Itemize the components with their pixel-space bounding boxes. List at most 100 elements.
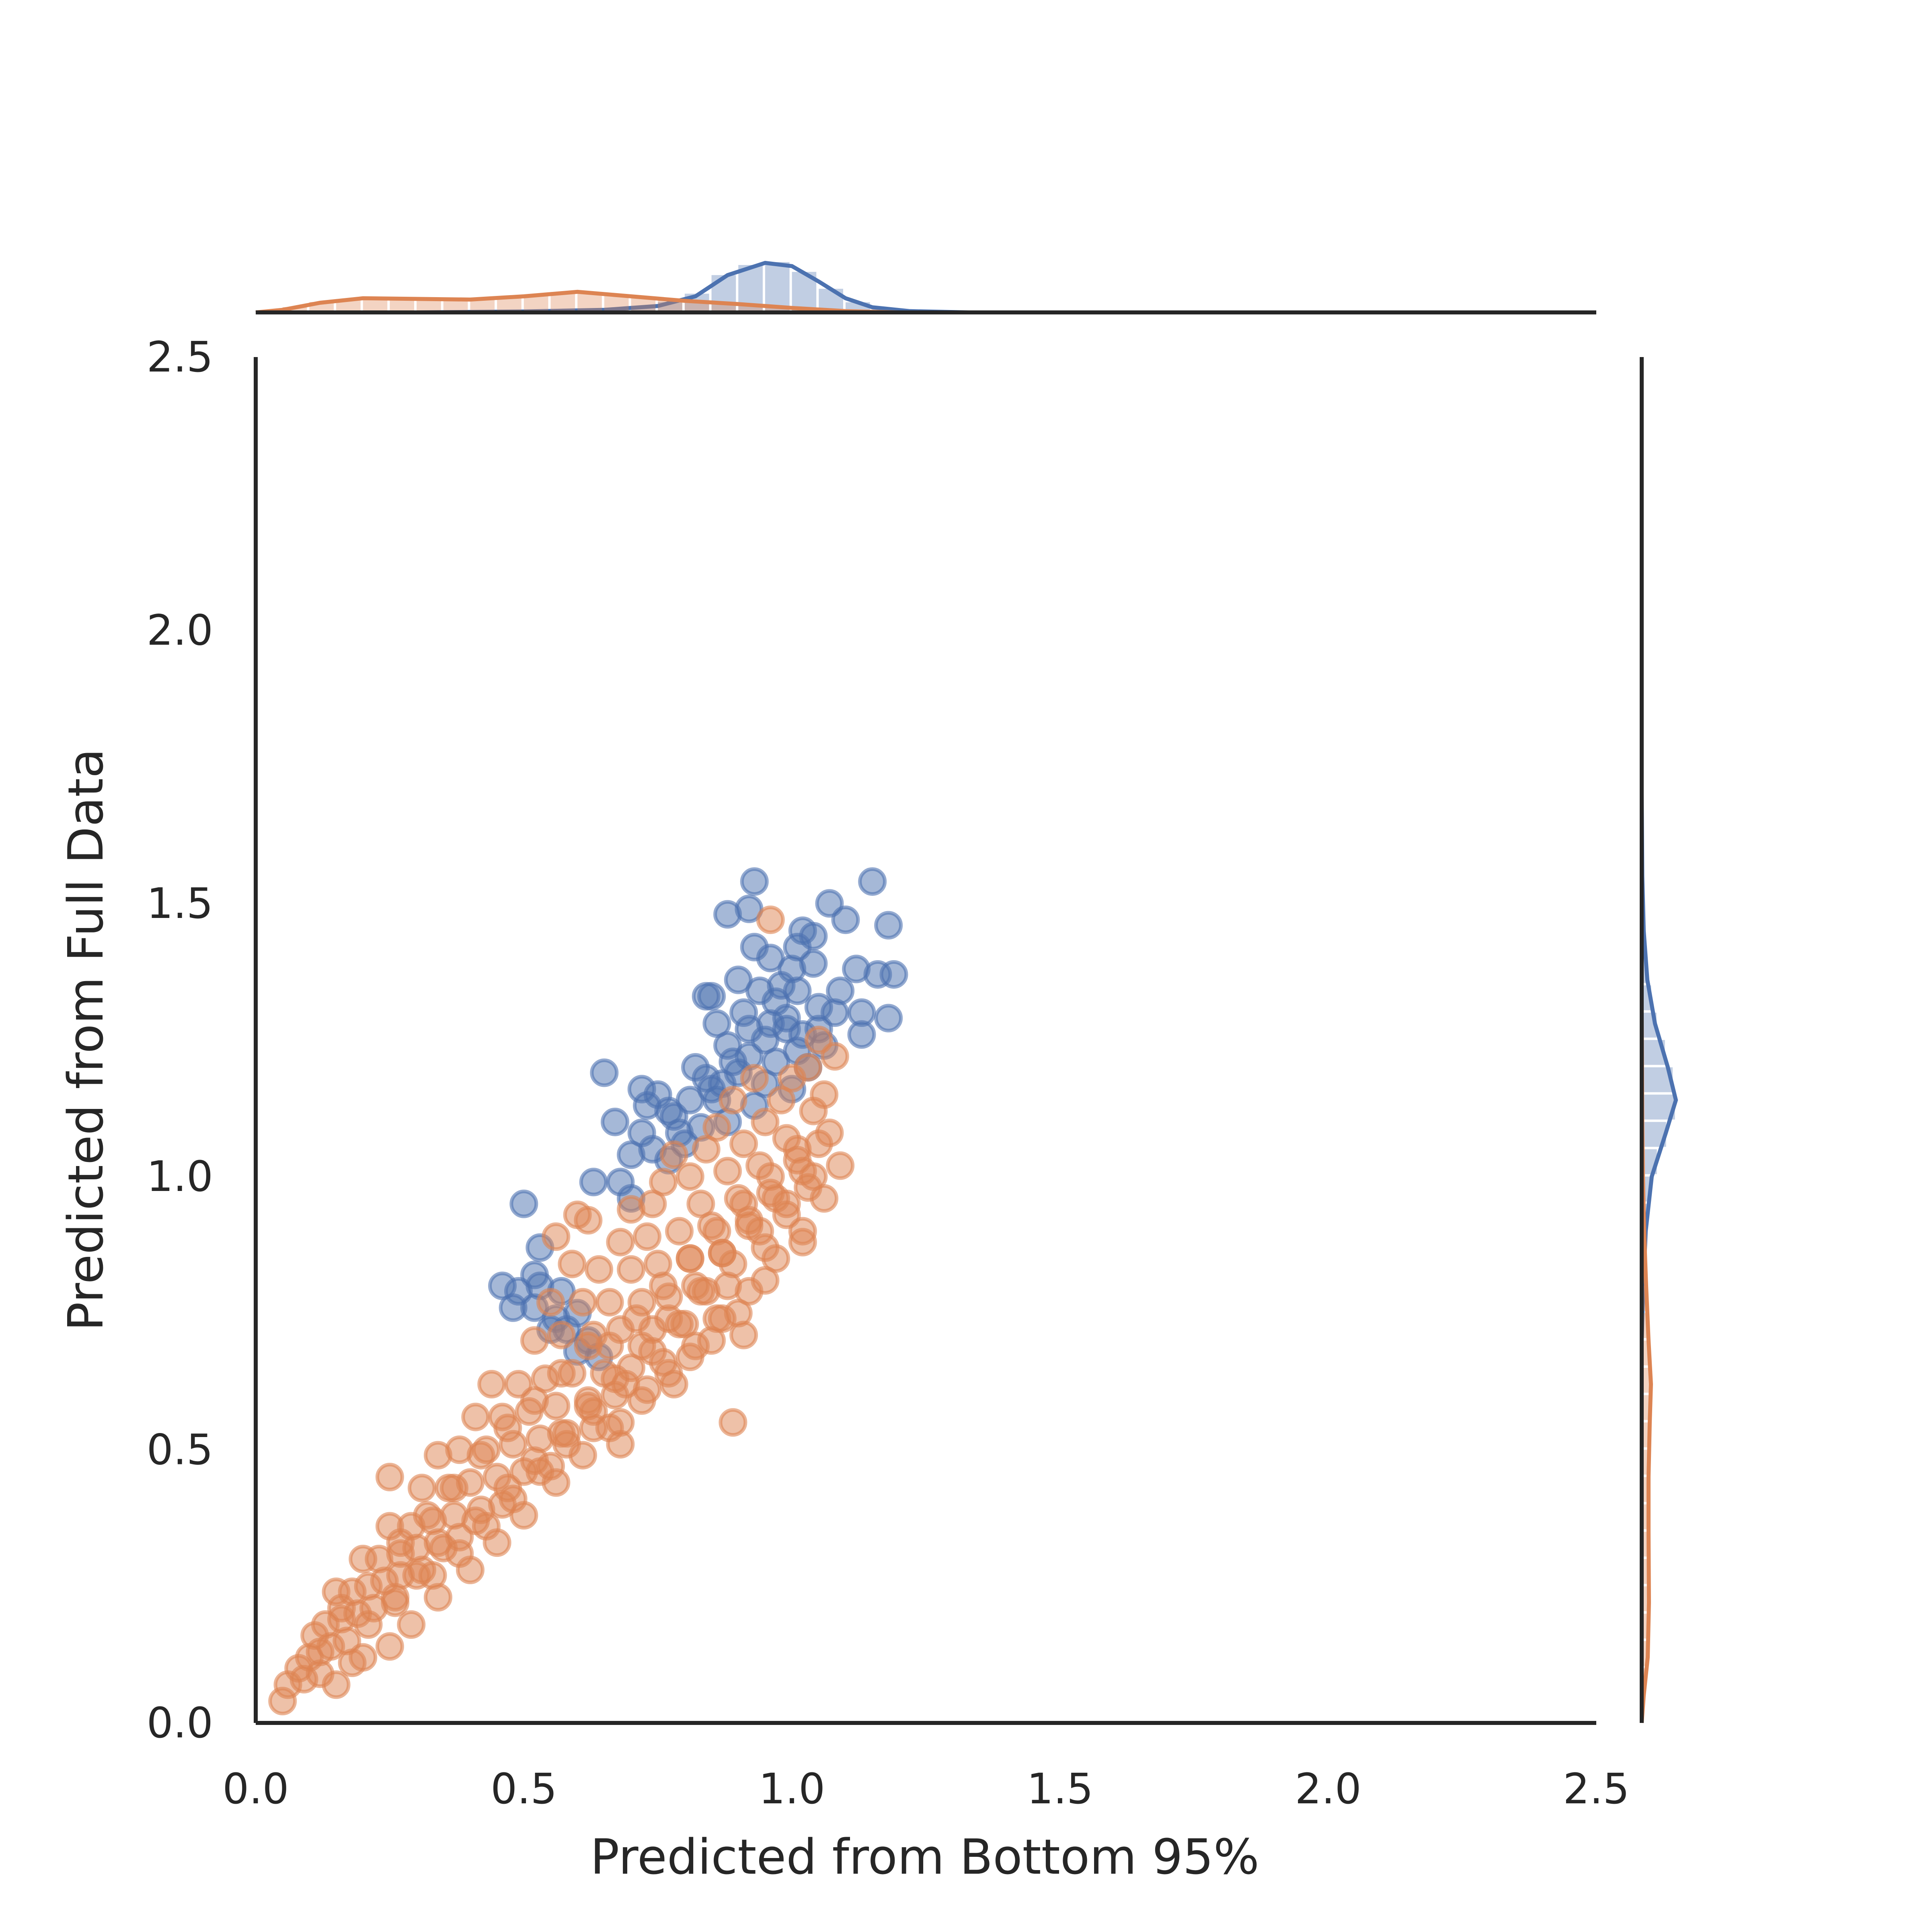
scatter-point-series-1	[579, 1168, 608, 1197]
scatter-point-series-1	[692, 982, 721, 1011]
scatter-point-series-1	[681, 1053, 710, 1082]
scatter-point-series-2	[327, 1594, 356, 1623]
scatter-point-series-2	[397, 1610, 426, 1639]
scatter-point-series-2	[729, 1129, 758, 1158]
scatter-point-series-1	[783, 976, 812, 1005]
x-axis-label: Predicted from Bottom 95%	[590, 1829, 1259, 1885]
scatter-points	[268, 867, 908, 1716]
scatter-point-series-2	[407, 1474, 436, 1503]
scatter-point-series-1	[601, 1107, 630, 1136]
scatter-point-series-2	[729, 1320, 758, 1349]
scatter-point-series-2	[493, 1474, 522, 1503]
y-tick-label: 2.5	[147, 333, 213, 382]
scatter-point-series-1	[735, 1014, 764, 1043]
scatter-point-series-1	[740, 867, 769, 896]
top-kde-curve-2	[255, 289, 899, 314]
scatter-point-series-2	[381, 1583, 410, 1612]
scatter-point-series-2	[751, 1107, 780, 1136]
scatter-point-series-1	[590, 1058, 619, 1087]
y-tick-label: 0.0	[147, 1698, 213, 1747]
scatter-point-series-1	[617, 1140, 646, 1169]
scatter-point-series-2	[617, 1195, 646, 1224]
scatter-point-series-2	[665, 1217, 694, 1246]
scatter-point-series-2	[547, 1419, 576, 1448]
scatter-point-series-2	[423, 1441, 452, 1470]
y-tick-labels: 0.0 0.5 1.0 1.5 2.0 2.5	[147, 333, 213, 1747]
scatter-point-series-2	[606, 1228, 635, 1257]
scatter-point-series-2	[659, 1140, 688, 1169]
scatter-point-series-2	[429, 1534, 458, 1562]
x-tick-label: 2.5	[1563, 1764, 1629, 1813]
scatter-point-series-2	[622, 1304, 651, 1333]
top-histogram-bar	[765, 262, 790, 312]
scatter-point-series-1	[831, 905, 860, 934]
scatter-point-series-2	[627, 1331, 656, 1360]
scatter-point-series-1	[874, 1004, 903, 1033]
scatter-point-series-2	[542, 1222, 571, 1251]
scatter-point-series-2	[477, 1370, 506, 1399]
y-tick-label: 1.0	[147, 1152, 213, 1201]
scatter-point-series-2	[713, 1157, 742, 1186]
x-tick-label: 1.5	[1027, 1764, 1093, 1813]
scatter-point-series-2	[402, 1561, 431, 1590]
x-tick-label: 0.5	[491, 1764, 557, 1813]
scatter-point-series-2	[676, 1244, 704, 1273]
y-tick-label: 0.5	[147, 1425, 213, 1474]
scatter-point-series-2	[466, 1441, 495, 1470]
scatter-point-series-2	[520, 1326, 549, 1355]
scatter-point-series-2	[767, 1086, 796, 1115]
scatter-point-series-2	[649, 1271, 678, 1300]
scatter-point-series-2	[585, 1255, 614, 1284]
scatter-point-series-2	[617, 1255, 646, 1284]
scatter-point-series-2	[729, 1189, 758, 1218]
scatter-point-series-2	[558, 1250, 587, 1279]
scatter-point-series-2	[601, 1364, 630, 1393]
y-axis-label: Predicted from Full Data	[58, 749, 114, 1331]
scatter-point-series-2	[799, 1096, 828, 1125]
scatter-point-series-2	[461, 1506, 490, 1535]
scatter-point-series-1	[847, 1020, 876, 1049]
scatter-point-series-2	[654, 1304, 683, 1333]
scatter-point-series-2	[306, 1659, 335, 1688]
x-tick-labels: 0.0 0.5 1.0 1.5 2.0 2.5	[222, 1764, 1629, 1813]
scatter-point-series-1	[826, 976, 855, 1005]
scatter-point-series-2	[826, 1151, 855, 1180]
scatter-point-series-1	[713, 900, 742, 929]
top-marginal-distribution	[255, 261, 1596, 314]
scatter-point-series-2	[681, 1331, 710, 1360]
scatter-point-series-2	[574, 1206, 603, 1235]
scatter-point-series-1	[874, 911, 903, 940]
scatter-point-series-2	[574, 1331, 603, 1360]
scatter-point-series-2	[349, 1544, 378, 1573]
scatter-point-series-1	[783, 933, 812, 962]
scatter-point-series-1	[659, 1102, 688, 1131]
x-tick-label: 2.0	[1295, 1764, 1361, 1813]
scatter-point-series-2	[788, 1217, 817, 1246]
scatter-point-series-2	[692, 1135, 721, 1164]
y-tick-label: 1.5	[147, 879, 213, 928]
scatter-point-series-2	[439, 1474, 468, 1503]
scatter-point-series-2	[633, 1222, 662, 1251]
scatter-point-series-1	[745, 976, 774, 1005]
scatter-point-series-2	[735, 1277, 764, 1306]
scatter-point-series-2	[413, 1501, 442, 1530]
scatter-point-series-2	[375, 1463, 404, 1492]
x-tick-label: 1.0	[759, 1764, 825, 1813]
scatter-point-series-2	[574, 1392, 603, 1421]
scatter-point-series-2	[676, 1162, 704, 1191]
scatter-point-series-2	[268, 1687, 297, 1716]
y-tick-label: 2.0	[147, 606, 213, 655]
scatter-point-series-1	[879, 960, 908, 989]
scatter-point-series-2	[783, 1135, 812, 1164]
scatter-point-series-2	[386, 1528, 415, 1557]
x-tick-label: 0.0	[222, 1764, 289, 1813]
scatter-point-series-2	[461, 1402, 490, 1431]
scatter-point-series-1	[858, 867, 887, 896]
scatter-point-series-2	[756, 1162, 785, 1191]
scatter-point-series-2	[756, 905, 785, 934]
scatter-point-series-2	[740, 1064, 769, 1093]
scatter-point-series-2	[568, 1288, 597, 1317]
